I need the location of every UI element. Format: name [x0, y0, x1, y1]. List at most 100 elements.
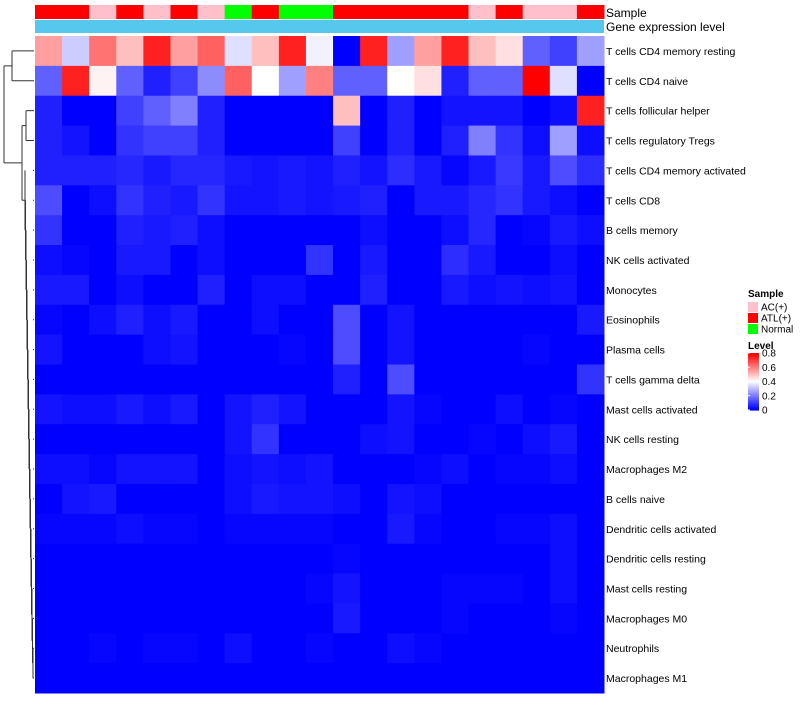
heatmap-cell [549, 215, 578, 246]
heatmap-cell [414, 304, 442, 336]
legend-level-title: Level [748, 341, 774, 352]
heatmap-cell [278, 424, 307, 455]
heatmap-cell [224, 185, 253, 216]
sample-annotation-cell [62, 5, 90, 19]
heatmap-cell [251, 274, 280, 306]
heatmap-cell [278, 483, 307, 515]
heatmap-cell [62, 483, 90, 515]
legend-gradient-step [748, 408, 759, 411]
legend-gradient-step [748, 362, 759, 365]
heatmap-cell [170, 215, 199, 246]
heatmap-cell [468, 633, 497, 664]
heatmap-cell [360, 65, 388, 97]
heatmap-cell [224, 155, 253, 186]
heatmap-cell [278, 95, 307, 127]
heatmap-cell [333, 603, 361, 634]
heatmap-cell [116, 454, 144, 485]
heatmap-cell [549, 36, 578, 67]
heatmap-cell [89, 513, 117, 545]
heatmap-cell [576, 245, 605, 276]
heatmap-cell [251, 513, 280, 545]
heatmap-cell [116, 424, 144, 455]
heatmap-cell [62, 65, 90, 97]
heatmap-cell [414, 274, 442, 306]
heatmap-cell [224, 603, 253, 634]
heatmap-cell [333, 454, 361, 485]
heatmap-cell [143, 215, 171, 246]
heatmap-cell [576, 603, 605, 634]
heatmap-cell [441, 663, 470, 694]
legend-gradient-step [748, 371, 759, 374]
heatmap-cell [522, 543, 551, 575]
heatmap-cell [224, 274, 253, 306]
heatmap-cell [251, 424, 280, 455]
row-label: T cells CD4 naive [606, 76, 688, 88]
row-dendrogram [3, 50, 34, 679]
legend-gradient-step [748, 390, 759, 393]
heatmap-cell [441, 304, 470, 336]
heatmap-cell [170, 125, 199, 156]
heatmap-cell [522, 304, 551, 336]
heatmap-cell [116, 334, 144, 365]
heatmap-cell [576, 424, 605, 455]
legend-gradient-step [748, 407, 759, 410]
heatmap-cell [387, 36, 415, 67]
heatmap-cell [278, 543, 307, 575]
heatmap-cell [522, 215, 551, 246]
heatmap-cell [333, 394, 361, 425]
heatmap-cell [62, 155, 90, 186]
expression-annotation-bar [35, 20, 604, 33]
heatmap-cell [197, 36, 226, 67]
heatmap-cell [549, 663, 578, 694]
heatmap-cell [468, 65, 497, 97]
legend-gradient-step [748, 367, 759, 370]
heatmap-cell [35, 125, 63, 156]
legend-gradient-step [748, 400, 759, 403]
heatmap-cell [62, 424, 90, 455]
heatmap-cell [35, 36, 63, 67]
legend-tick-label: 0.2 [762, 391, 776, 402]
heatmap-cell [197, 245, 226, 276]
heatmap-cell [143, 185, 171, 216]
heatmap-cell [224, 424, 253, 455]
heatmap-cell [251, 215, 280, 246]
sample-annotation-cell [414, 5, 442, 19]
heatmap-cell [495, 155, 524, 186]
row-label: Macrophages M0 [606, 613, 687, 625]
heatmap-cell [305, 573, 334, 604]
heatmap-cell [278, 364, 307, 395]
heatmap-cell [170, 663, 199, 694]
heatmap-cell [305, 603, 334, 634]
heatmap-cell [224, 215, 253, 246]
heatmap-cell [251, 36, 280, 67]
heatmap-cell [143, 424, 171, 455]
heatmap-cell [360, 274, 388, 306]
row-labels: T cells CD4 memory resting T cells CD4 na… [606, 46, 746, 685]
heatmap-cell [441, 513, 470, 545]
heatmap-cell [549, 543, 578, 575]
heatmap-cell [360, 663, 388, 694]
heatmap-cell [468, 513, 497, 545]
heatmap-cell [170, 483, 199, 515]
legend-gradient-step [748, 361, 759, 364]
heatmap-cell [62, 125, 90, 156]
legend-gradient-step [748, 397, 759, 400]
heatmap-cell [387, 603, 415, 634]
heatmap-cell [414, 424, 442, 455]
heatmap-cell [278, 125, 307, 156]
heatmap-cell [414, 513, 442, 545]
heatmap-cell [495, 483, 524, 515]
heatmap-cell [62, 603, 90, 634]
heatmap-cell [333, 304, 361, 336]
heatmap-cell [116, 364, 144, 395]
heatmap-cell [495, 304, 524, 336]
heatmap-cell [305, 424, 334, 455]
sample-annotation-cell [170, 5, 199, 19]
heatmap-cell [197, 394, 226, 425]
heatmap-cell [62, 304, 90, 336]
heatmap-cell [576, 573, 605, 604]
heatmap-cell [224, 36, 253, 67]
heatmap-cell [576, 125, 605, 156]
heatmap-cell [360, 334, 388, 365]
heatmap-cell [387, 633, 415, 664]
